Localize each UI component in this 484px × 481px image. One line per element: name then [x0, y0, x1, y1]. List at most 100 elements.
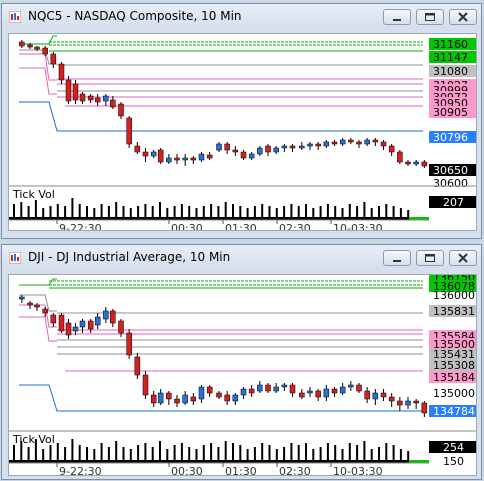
candle-body[interactable]: [72, 83, 79, 101]
candle-body[interactable]: [87, 320, 94, 330]
candle-body[interactable]: [79, 320, 86, 328]
candle-body[interactable]: [323, 388, 330, 398]
candle-body[interactable]: [421, 402, 428, 414]
chart-area[interactable]: 3116031147310803102730999309723095030905…: [8, 33, 477, 231]
candle-body[interactable]: [248, 388, 255, 394]
candle-body[interactable]: [50, 314, 57, 324]
candle-body[interactable]: [34, 46, 40, 50]
candle-body[interactable]: [206, 386, 213, 394]
price-panel[interactable]: [9, 275, 429, 431]
candle-body[interactable]: [232, 149, 239, 153]
candle-body[interactable]: [216, 392, 222, 398]
candle-body[interactable]: [224, 143, 230, 151]
candle-body[interactable]: [166, 392, 172, 400]
candle-body[interactable]: [273, 147, 279, 153]
candle-body[interactable]: [118, 320, 124, 334]
candle-body[interactable]: [240, 388, 247, 396]
title-bar[interactable]: DJI - DJ Industrial Average, 10 Min: [2, 245, 481, 271]
candle-body[interactable]: [198, 386, 205, 400]
candle-body[interactable]: [58, 63, 65, 81]
candle-body[interactable]: [380, 141, 387, 147]
candle-body[interactable]: [157, 149, 164, 163]
candle-body[interactable]: [190, 157, 197, 161]
candle-body[interactable]: [110, 310, 116, 324]
candle-body[interactable]: [397, 151, 403, 163]
candle-body[interactable]: [307, 143, 313, 147]
candle-body[interactable]: [356, 384, 362, 392]
candle-body[interactable]: [157, 392, 164, 404]
candle-body[interactable]: [299, 145, 305, 149]
candle-body[interactable]: [174, 157, 180, 161]
candle-body[interactable]: [103, 95, 109, 102]
candle-body[interactable]: [388, 145, 395, 153]
candle-body[interactable]: [257, 147, 263, 155]
title-bar[interactable]: NQC5 - NASDAQ Composite, 10 Min: [2, 4, 481, 30]
price-panel[interactable]: [9, 34, 429, 186]
candle-body[interactable]: [257, 384, 263, 392]
candle-body[interactable]: [182, 157, 188, 161]
candle-body[interactable]: [65, 79, 72, 102]
candle-body[interactable]: [206, 154, 213, 159]
candle-body[interactable]: [421, 161, 428, 167]
candle-body[interactable]: [19, 41, 25, 47]
candle-body[interactable]: [142, 151, 149, 157]
candle-body[interactable]: [126, 117, 132, 145]
restore-button[interactable]: [416, 250, 444, 266]
candle-body[interactable]: [224, 394, 230, 402]
candle-body[interactable]: [34, 304, 40, 308]
candle-body[interactable]: [348, 139, 354, 143]
candle-body[interactable]: [364, 390, 370, 400]
candle-body[interactable]: [103, 310, 109, 320]
candle-body[interactable]: [413, 400, 419, 404]
candle-body[interactable]: [134, 356, 141, 376]
candle-body[interactable]: [248, 153, 255, 159]
candle-body[interactable]: [289, 384, 296, 394]
candle-body[interactable]: [348, 384, 354, 388]
candle-body[interactable]: [289, 145, 296, 149]
candle-body[interactable]: [356, 141, 362, 145]
candle-body[interactable]: [110, 99, 116, 108]
price-chart[interactable]: 1361501360781360001358311355841355001354…: [9, 275, 476, 475]
candle-body[interactable]: [198, 153, 205, 161]
candle-body[interactable]: [307, 390, 313, 394]
candle-body[interactable]: [42, 47, 48, 55]
candle-body[interactable]: [79, 93, 86, 102]
candle-body[interactable]: [240, 151, 247, 159]
candle-body[interactable]: [339, 386, 346, 394]
minimize-button[interactable]: [383, 250, 411, 266]
candle-body[interactable]: [281, 384, 288, 388]
candle-body[interactable]: [72, 326, 79, 332]
candle-body[interactable]: [50, 53, 57, 65]
candle-body[interactable]: [19, 296, 25, 300]
candle-body[interactable]: [413, 161, 419, 165]
candle-body[interactable]: [118, 103, 124, 117]
candle-body[interactable]: [380, 392, 387, 398]
restore-button[interactable]: [416, 9, 444, 25]
candle-body[interactable]: [142, 374, 149, 396]
candle-body[interactable]: [216, 143, 222, 151]
close-button[interactable]: [449, 250, 477, 266]
candle-body[interactable]: [42, 308, 48, 314]
candle-body[interactable]: [150, 151, 157, 157]
candle-body[interactable]: [190, 396, 197, 402]
candle-body[interactable]: [397, 400, 403, 406]
candle-body[interactable]: [331, 388, 338, 394]
candle-body[interactable]: [405, 400, 411, 406]
candle-body[interactable]: [339, 139, 346, 145]
chart-area[interactable]: 136150 136078 136000 135831 135584 135500 1354…: [8, 274, 477, 476]
minimize-button[interactable]: [383, 9, 411, 25]
candle-body[interactable]: [150, 394, 157, 404]
candle-body[interactable]: [134, 145, 141, 153]
candle-body[interactable]: [388, 396, 395, 402]
candle-body[interactable]: [27, 302, 33, 306]
candle-body[interactable]: [87, 95, 94, 101]
candle-body[interactable]: [94, 97, 101, 103]
candle-body[interactable]: [405, 161, 411, 165]
candle-body[interactable]: [232, 394, 239, 402]
candle-body[interactable]: [315, 143, 321, 147]
close-button[interactable]: [449, 9, 477, 25]
candle-body[interactable]: [265, 145, 271, 153]
price-chart[interactable]: 3116031147310803102730999309723095030905…: [9, 34, 476, 230]
candle-body[interactable]: [174, 398, 180, 404]
candle-body[interactable]: [372, 392, 379, 400]
